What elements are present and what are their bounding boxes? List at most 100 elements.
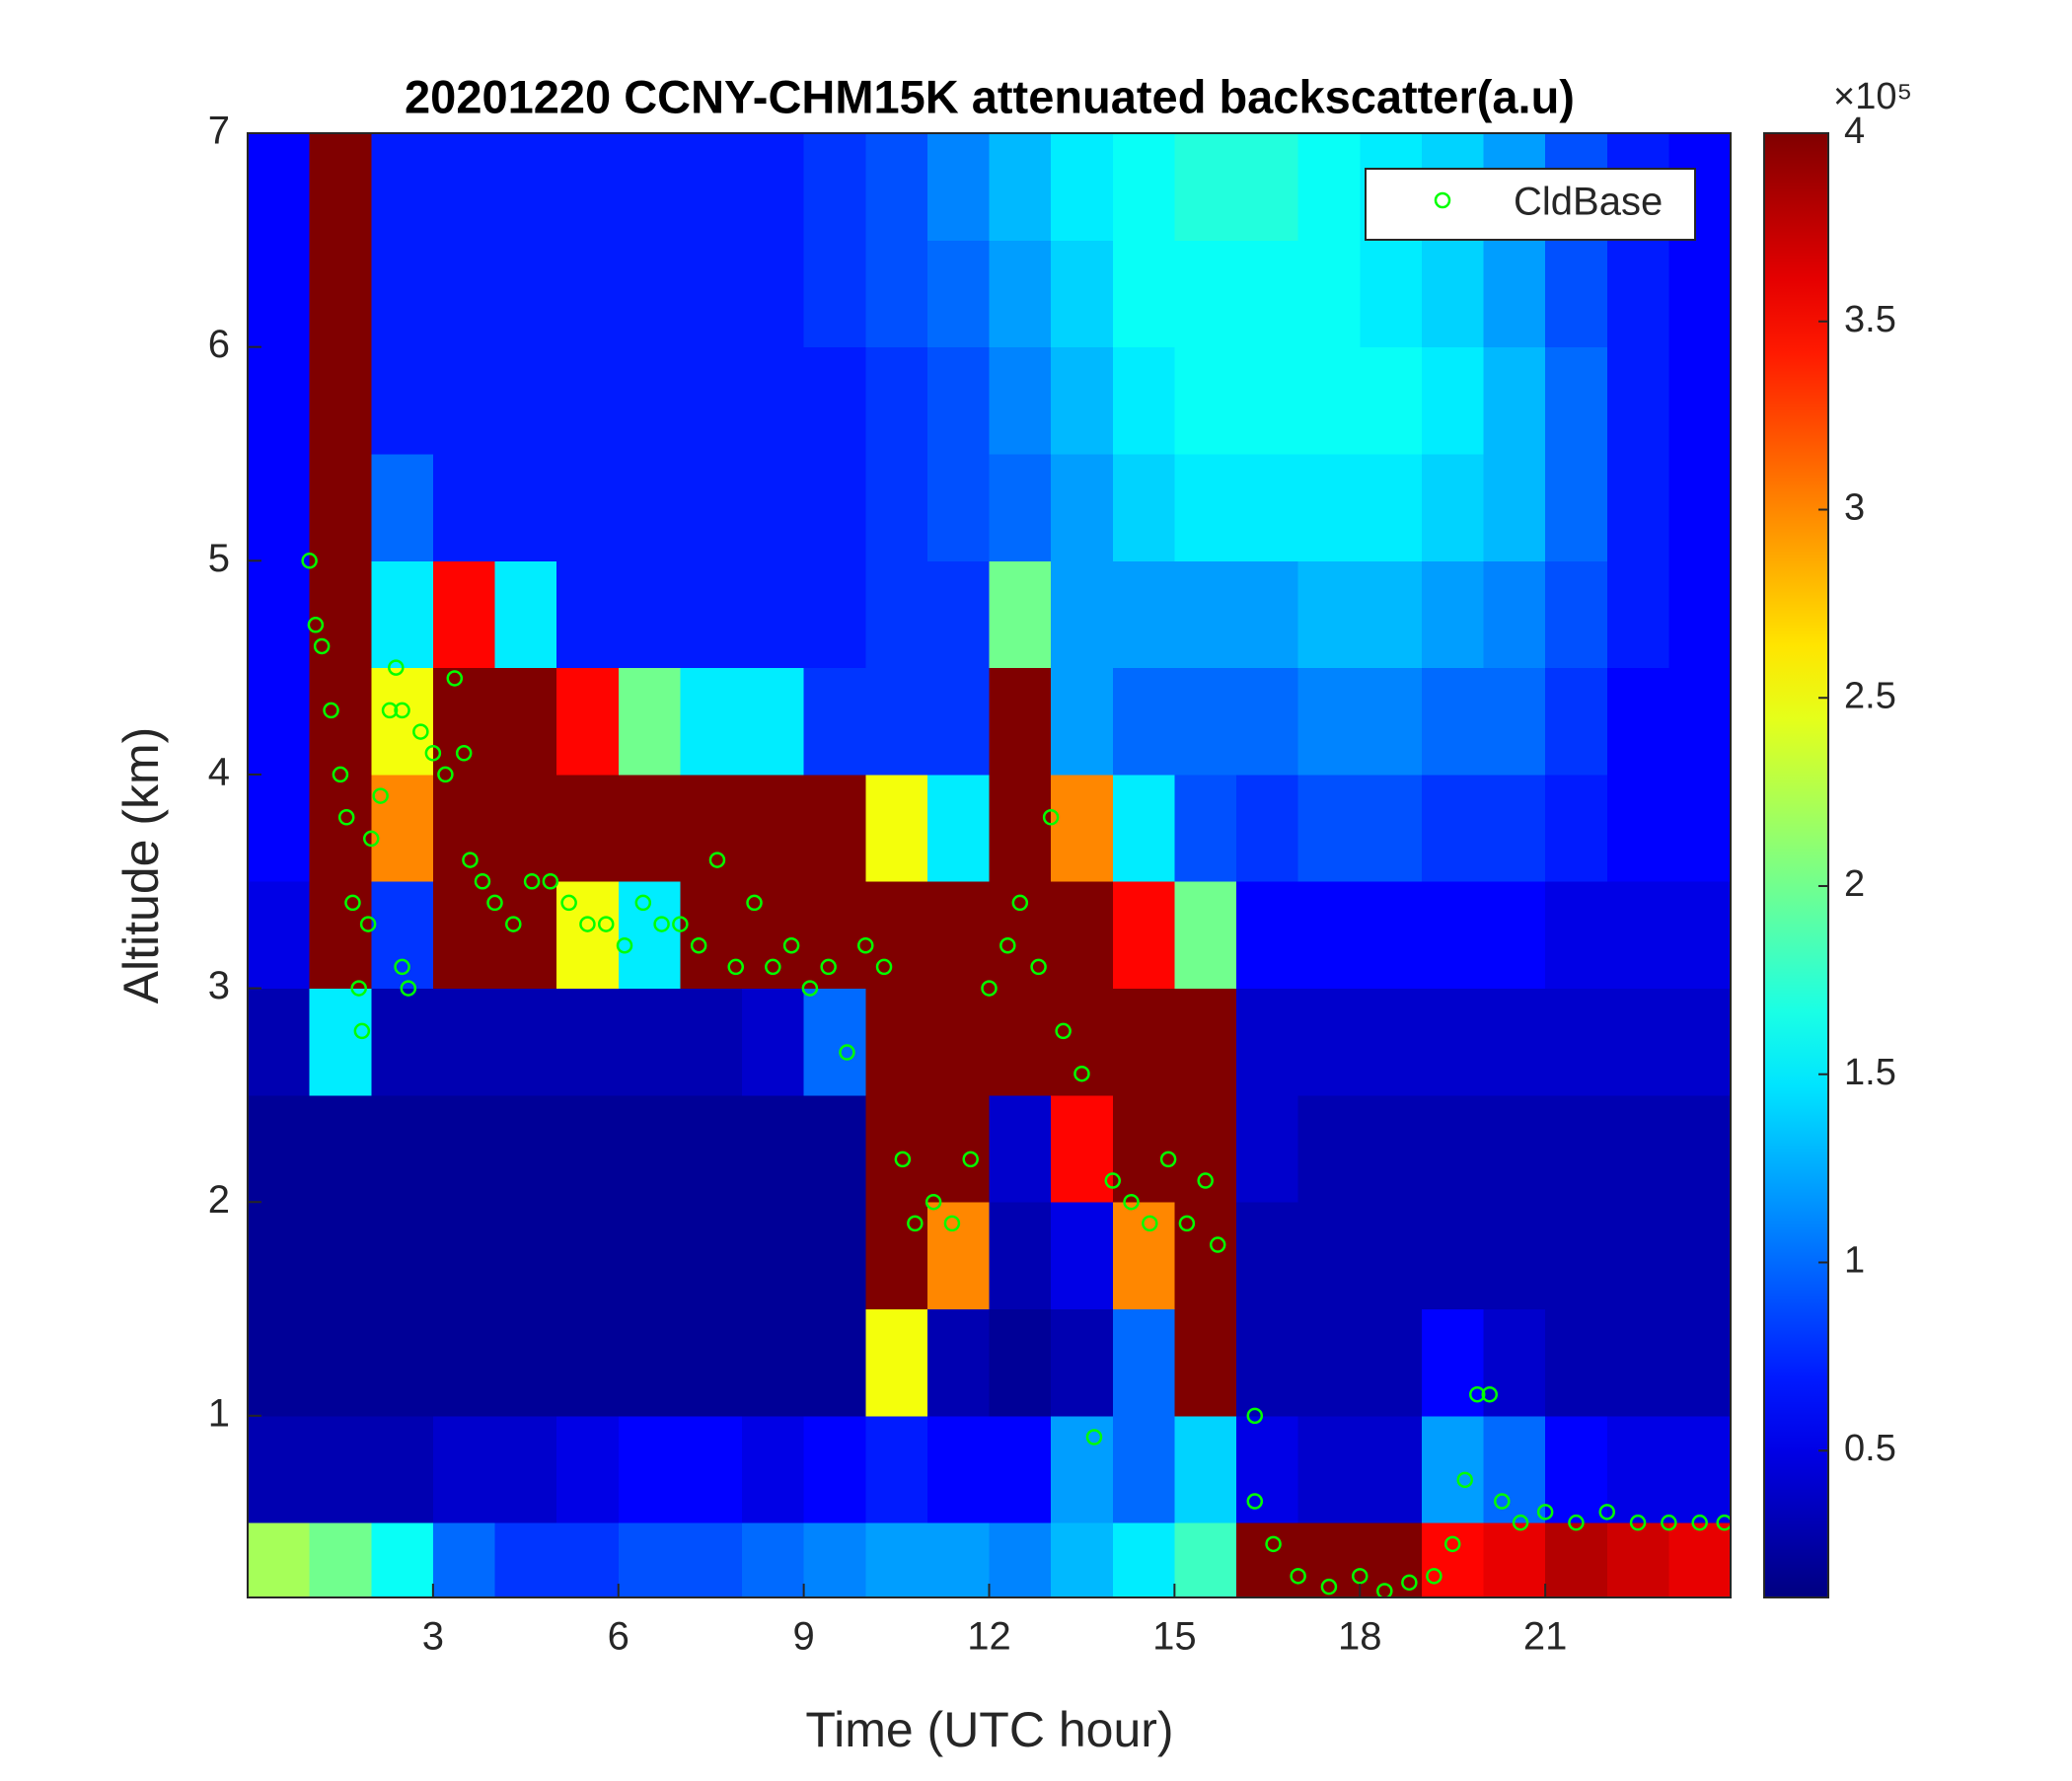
heatmap-cell [926, 1202, 990, 1310]
cloud-base-point [1104, 1172, 1121, 1189]
heatmap-cell [618, 1415, 681, 1523]
heatmap-cell [1112, 1308, 1175, 1417]
heatmap-cell [1112, 1522, 1175, 1597]
heatmap-cell [1297, 988, 1361, 1096]
heatmap-cell [1483, 1522, 1546, 1597]
cloud-base-point [1085, 1429, 1103, 1446]
heatmap-cell [1174, 667, 1237, 776]
cloud-base-point [1265, 1535, 1282, 1553]
heatmap-cell [1236, 1522, 1299, 1597]
heatmap-cell [926, 988, 990, 1096]
cloud-base-point [1209, 1236, 1226, 1253]
heatmap-cell [1051, 1415, 1114, 1523]
heatmap-cell [432, 988, 495, 1096]
heatmap-cell [248, 1308, 311, 1417]
heatmap-cell [371, 1522, 434, 1597]
heatmap-cell [1112, 667, 1175, 776]
cloud-base-point [424, 745, 442, 762]
heatmap-cell [1051, 881, 1114, 990]
heatmap-cell [865, 346, 928, 455]
heatmap-cell [742, 667, 805, 776]
heatmap-cell [371, 1202, 434, 1310]
heatmap-cell [1668, 453, 1731, 561]
heatmap-cell [1051, 1094, 1114, 1203]
heatmap-cell [1297, 667, 1361, 776]
heatmap-cell [1360, 881, 1423, 990]
heatmap-cell [1174, 1308, 1237, 1417]
heatmap-cell [618, 560, 681, 669]
heatmap-cell [248, 1522, 311, 1597]
heatmap-cell [494, 881, 557, 990]
cloud-base-point [412, 723, 429, 740]
heatmap-cell [1606, 774, 1669, 882]
heatmap-cell [1112, 988, 1175, 1096]
heatmap-cell [1421, 453, 1484, 561]
y-axis-label: Altitude (km) [113, 727, 169, 1004]
heatmap-cell [556, 881, 620, 990]
cloud-base-point [313, 637, 331, 655]
heatmap-cell [926, 133, 990, 241]
cloud-base-point [999, 936, 1016, 954]
cloud-base-point [542, 872, 559, 890]
heatmap-cell [1668, 667, 1731, 776]
heatmap-cell [742, 881, 805, 990]
heatmap-cell [989, 346, 1052, 455]
heatmap-cell [1236, 1308, 1299, 1417]
x-tick-label: 12 [967, 1615, 1011, 1659]
heatmap-cell [248, 881, 311, 990]
heatmap-cell [865, 1094, 928, 1203]
heatmap-cell [248, 988, 311, 1096]
heatmap-cell [742, 133, 805, 241]
cloud-base-point [634, 894, 652, 912]
heatmap-cell [248, 1202, 311, 1310]
heatmap-cell [803, 453, 866, 561]
heatmap-cell [1668, 560, 1731, 669]
heatmap-cell [1297, 881, 1361, 990]
heatmap-cell [556, 240, 620, 348]
heatmap-cell [494, 774, 557, 882]
heatmap-cell [1545, 560, 1608, 669]
heatmap-cell [1545, 1094, 1608, 1203]
heatmap-cell [742, 1094, 805, 1203]
heatmap-cell [1174, 133, 1237, 241]
heatmap-cell [1606, 1522, 1669, 1597]
heatmap-cell [1236, 453, 1299, 561]
heatmap-cell [1297, 1094, 1361, 1203]
heatmap-cell [926, 560, 990, 669]
heatmap-cell [1051, 774, 1114, 882]
heatmap-cell [1360, 774, 1423, 882]
heatmap-cell [926, 881, 990, 990]
heatmap-cell [1236, 988, 1299, 1096]
cloud-base-point [437, 766, 454, 783]
cloud-base-point [1598, 1504, 1615, 1521]
heatmap-cell [1668, 1202, 1731, 1310]
heatmap-cell [1360, 240, 1423, 348]
heatmap-cell [248, 667, 311, 776]
heatmap-cell [432, 1522, 495, 1597]
heatmap-cell [680, 667, 743, 776]
cloud-base-point [307, 617, 325, 633]
heatmap-cell [371, 346, 434, 455]
heatmap-cell [1297, 133, 1361, 241]
heatmap-cell [1668, 774, 1731, 882]
heatmap-cell [1297, 1415, 1361, 1523]
heatmap-cell [618, 453, 681, 561]
cloud-base-point [1494, 1493, 1511, 1510]
cloud-base-point [765, 958, 781, 976]
cloud-base-point [857, 936, 874, 954]
cloud-base-point [1159, 1150, 1177, 1168]
heatmap-cell [1297, 453, 1361, 561]
heatmap-cell [865, 988, 928, 1096]
cloud-base-point [1691, 1514, 1708, 1531]
cloud-base-point [672, 916, 689, 932]
heatmap-cell [680, 774, 743, 882]
heatmap-cell [926, 774, 990, 882]
heatmap-cell [1360, 1094, 1423, 1203]
cloud-base-point [332, 766, 349, 783]
heatmap-cell [494, 988, 557, 1096]
cloud-base-point [350, 980, 367, 997]
heatmap-cell [1236, 881, 1299, 990]
x-axis-label: Time (UTC hour) [805, 1702, 1173, 1757]
heatmap-cell [309, 667, 372, 776]
